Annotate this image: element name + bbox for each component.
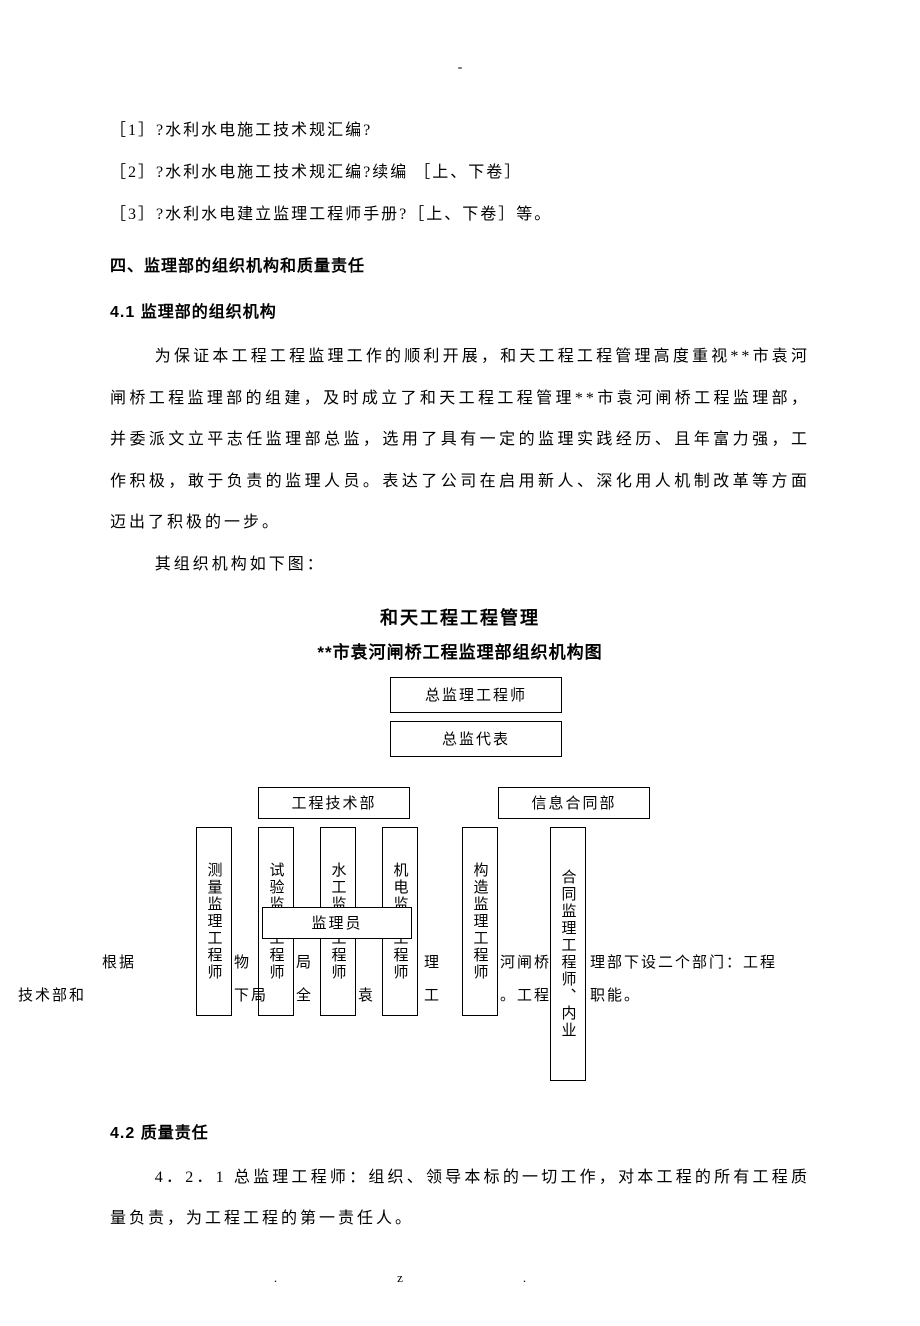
reference-3: ［3］?水利水电建立监理工程师手册?［上、下卷］等。 [110, 200, 810, 224]
footer-dot-left: . [274, 1270, 397, 1285]
reference-1: ［1］?水利水电施工技术规汇编? [110, 116, 810, 140]
footer-z: z. [397, 1270, 646, 1285]
paragraph-4-1: 为保证本工程工程监理工作的顺利开展，和天工程工程管理高度重视**市袁河闸桥工程监… [110, 336, 810, 544]
heading-section-4: 四、监理部的组织机构和质量责任 [110, 252, 810, 276]
document-page: - ［1］?水利水电施工技术规汇编? ［2］?水利水电施工技术规汇编?续编 ［上… [0, 0, 920, 1326]
org-dept-tech: 工程技术部 [258, 787, 410, 819]
org-chief-engineer: 总监理工程师 [390, 677, 562, 713]
under-text-row1-b: 物 [234, 947, 251, 980]
org-col-struct: 构造监理工程师 [462, 827, 498, 1016]
under-text-row2-d: 袁 [358, 980, 375, 1013]
heading-4-1: 4.1 监理部的组织机构 [110, 298, 810, 322]
under-text-row1-f: 理部下设二个部门：工程 [590, 947, 777, 980]
org-chart: 总监理工程师 总监代表 工程技术部 信息合同部 测量监理工程师 试验监理工程师 … [110, 677, 810, 1097]
under-text-row1-d: 理 [424, 947, 441, 980]
org-col-survey: 测量监理工程师 [196, 827, 232, 1016]
page-footer: .z. [110, 1270, 810, 1286]
under-text-row1-a: 根据 [102, 947, 136, 980]
org-chart-title-1: 和天工程工程管理 [110, 604, 810, 630]
org-dept-info: 信息合同部 [498, 787, 650, 819]
under-text-row2-b: 下局 [234, 980, 268, 1013]
under-text-row2-e: 工 [424, 980, 441, 1013]
heading-4-2: 4.2 质量责任 [110, 1119, 810, 1143]
org-col-contract: 合同监理工程师、内业 [550, 827, 586, 1081]
header-dash: - [110, 60, 810, 76]
paragraph-4-2-1: 4．2．1 总监理工程师：组织、领导本标的一切工作，对本工程的所有工程质量负责，… [110, 1157, 810, 1240]
under-text-row2-c: 全 [296, 980, 313, 1013]
org-chief-rep: 总监代表 [390, 721, 562, 757]
reference-2: ［2］?水利水电施工技术规汇编?续编 ［上、下卷］ [110, 158, 810, 182]
paragraph-4-1-b: 其组织机构如下图： [110, 544, 810, 586]
org-monitor: 监理员 [262, 907, 412, 939]
under-text-row2-f: 。工程 [500, 980, 551, 1013]
under-text-row2-g: 职能。 [590, 980, 641, 1013]
under-text-row1-c: 局 [296, 947, 313, 980]
org-chart-title-2: **市袁河闸桥工程监理部组织机构图 [110, 638, 810, 663]
under-text-row1-e: 河闸桥 [500, 947, 551, 980]
under-text-row2-a: 技术部和 [18, 980, 86, 1013]
